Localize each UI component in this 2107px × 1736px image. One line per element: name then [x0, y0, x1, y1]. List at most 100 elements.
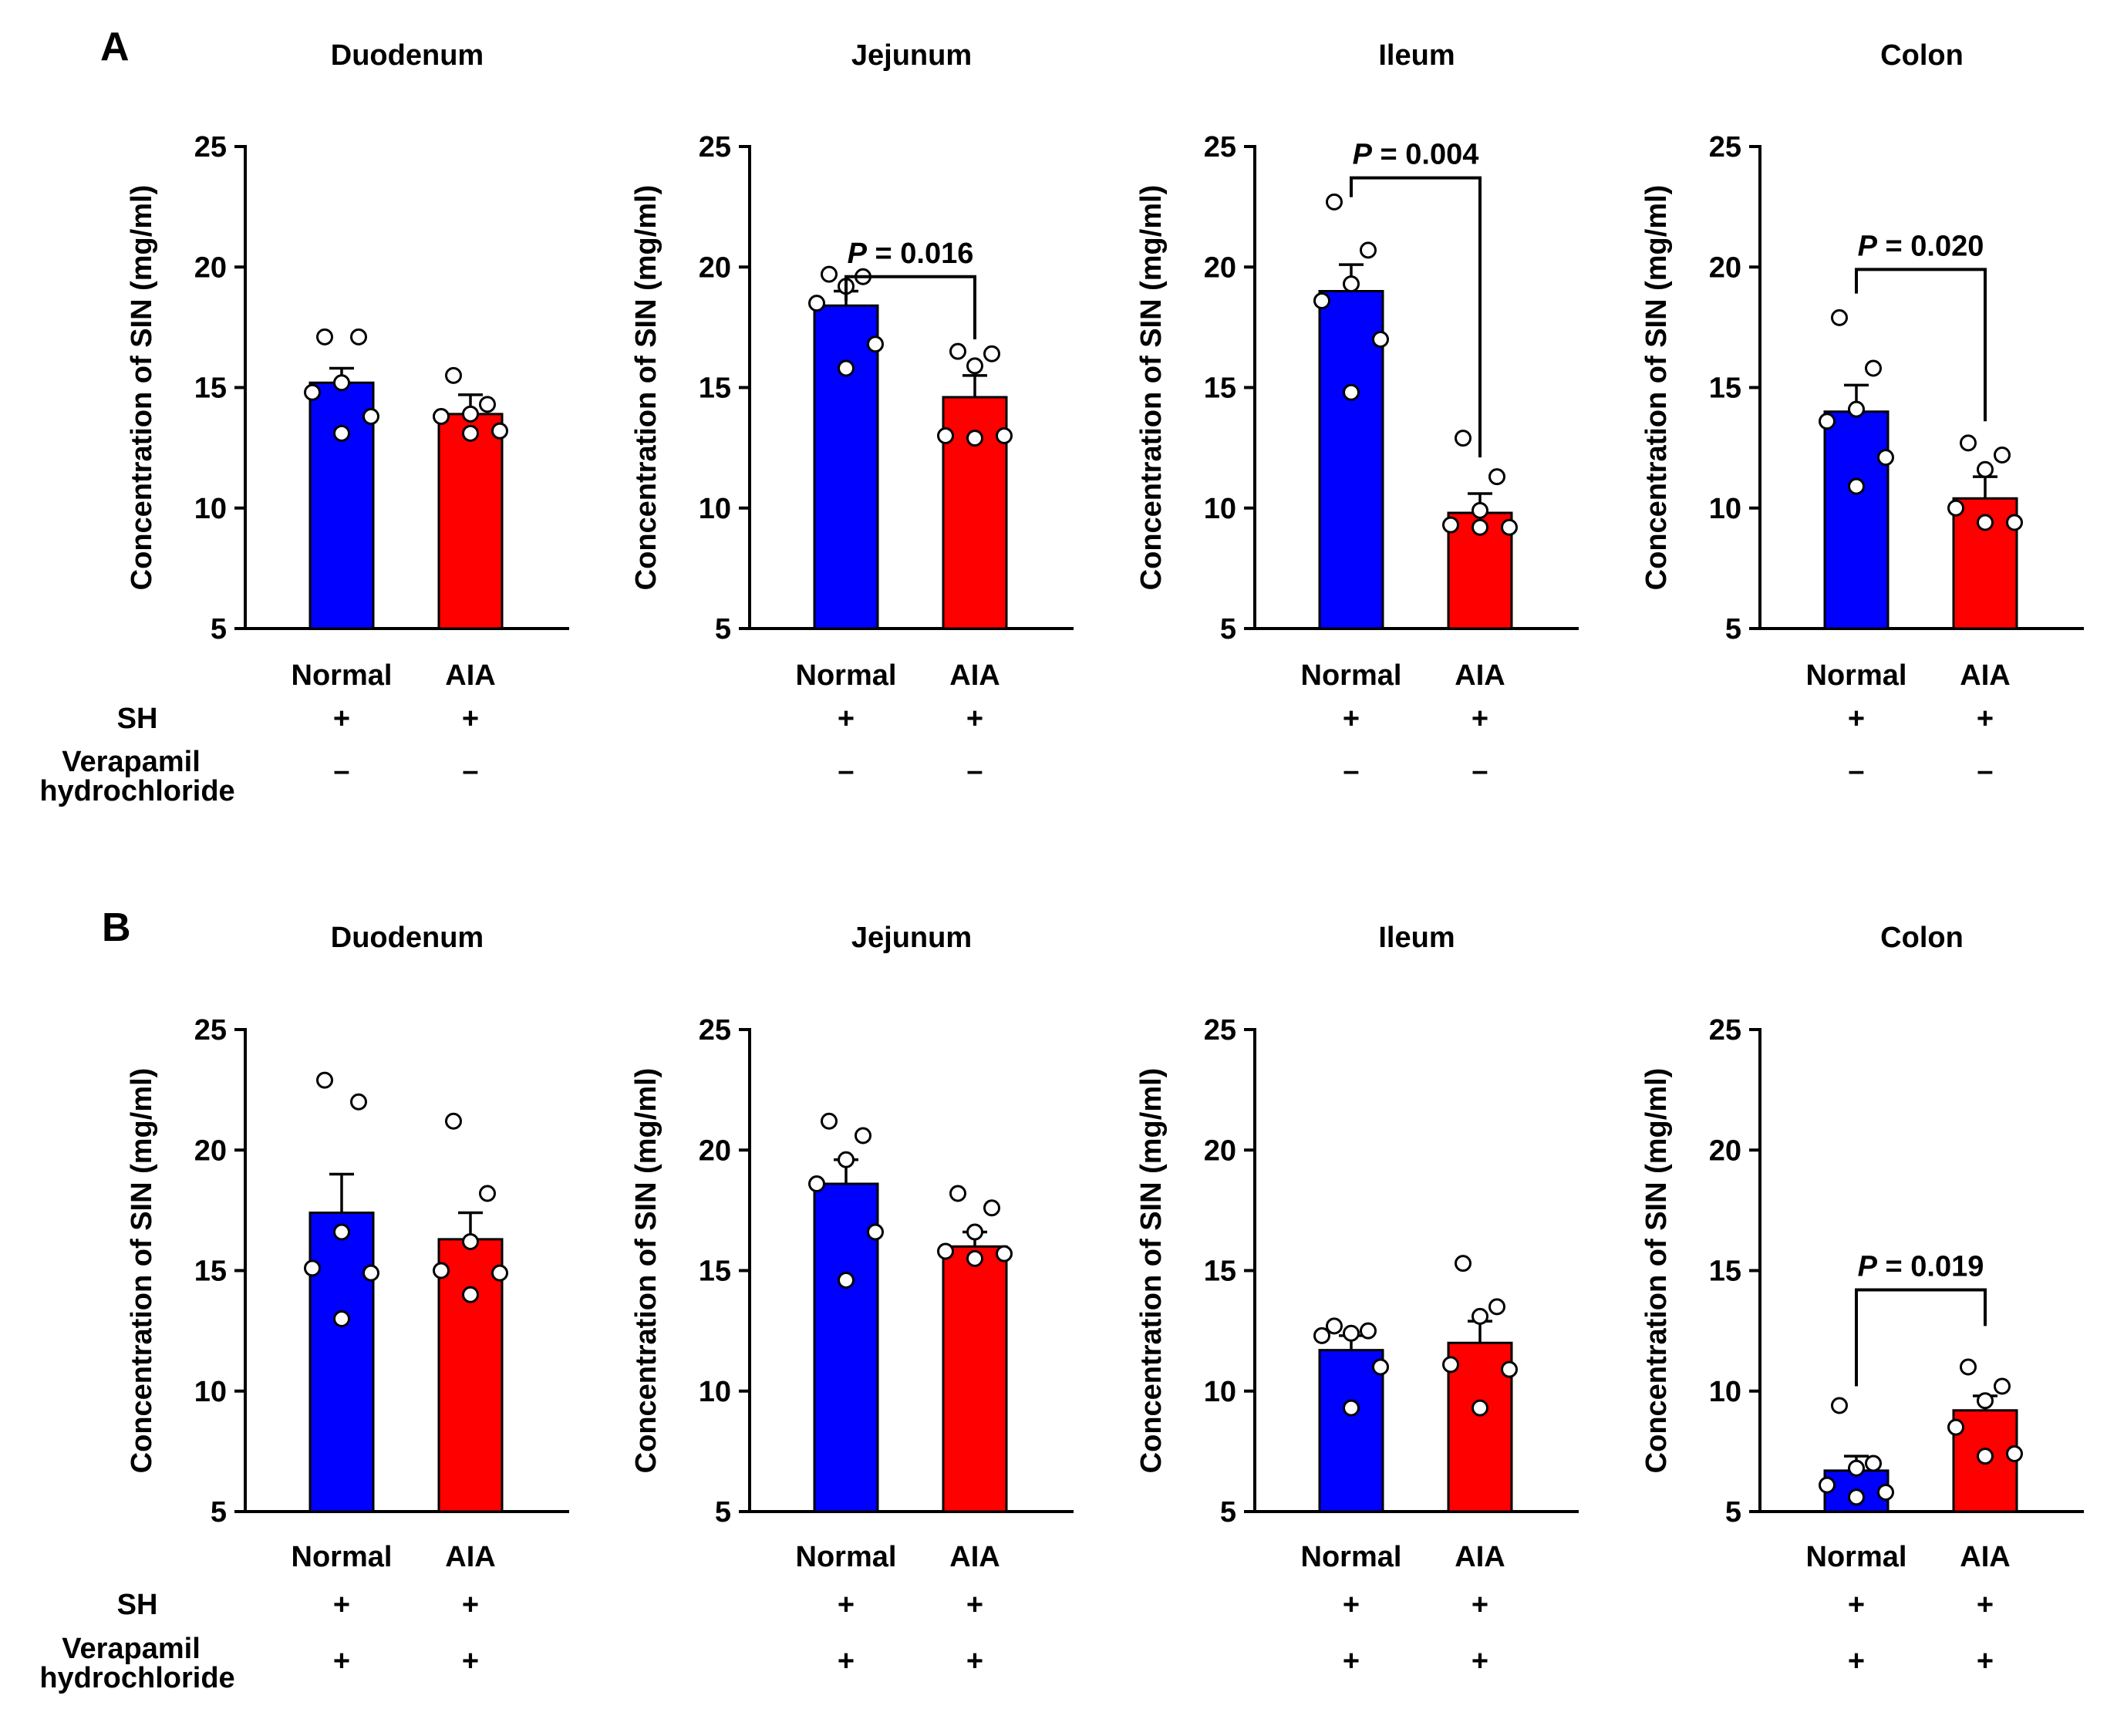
- sh-sign-aia: +: [462, 1589, 479, 1621]
- data-point-aia: [937, 1242, 954, 1260]
- chart-title: Duodenum: [331, 39, 484, 72]
- data-point-normal: [821, 1112, 838, 1130]
- y-axis-label: Concentration of SIN (mg/ml): [1135, 185, 1168, 591]
- y-axis-label: Concentration of SIN (mg/ml): [630, 1068, 662, 1474]
- y-tick-label: 25: [194, 131, 227, 163]
- data-point-normal: [1877, 1484, 1894, 1501]
- significance-bracket: [1855, 1288, 1987, 1387]
- p-value-text: = 0.016: [867, 238, 973, 270]
- chart-b-jejunum: Jejunum Concentration of SIN (mg/ml) 5 10 15…: [630, 922, 1074, 1677]
- data-point-aia: [491, 422, 508, 440]
- panel-label-b: B: [102, 905, 131, 950]
- data-point-aia: [433, 1262, 450, 1279]
- significance-bracket: [1350, 176, 1482, 458]
- verapamil-label-a-line2: hydrochloride: [39, 775, 234, 807]
- data-point-normal: [1848, 400, 1865, 418]
- y-axis-label: Concentration of SIN (mg/ml): [1640, 185, 1673, 591]
- data-point-aia: [996, 1245, 1013, 1262]
- chart-title: Ileum: [1378, 922, 1455, 954]
- x-tick-label-aia: AIA: [1960, 1541, 2010, 1573]
- y-tick-label: 10: [699, 1376, 731, 1408]
- data-point-normal: [1343, 1324, 1360, 1342]
- verapamil-sign-normal: –: [1848, 755, 1864, 787]
- data-point-normal: [821, 265, 838, 283]
- treatment-labels-a: SH Verapamil hydrochloride: [39, 703, 234, 807]
- bar-aia: [1447, 1341, 1513, 1513]
- data-point-normal: [1865, 1455, 1882, 1472]
- verapamil-sign-normal: –: [838, 755, 854, 787]
- verapamil-label-b-line1: Verapamil: [62, 1633, 201, 1665]
- verapamil-sign-aia: –: [1472, 755, 1488, 787]
- p-value-symbol: P: [848, 238, 868, 270]
- data-point-normal: [362, 1264, 379, 1282]
- y-tick-label: 20: [699, 1134, 731, 1167]
- data-point-aia: [937, 427, 954, 444]
- x-tick-label-normal: Normal: [1806, 659, 1907, 692]
- panel-label-a: A: [100, 25, 130, 69]
- sh-sign-aia: +: [462, 703, 479, 735]
- data-point-aia: [433, 408, 450, 425]
- verapamil-sign-aia: –: [462, 755, 478, 787]
- data-point-normal: [1819, 1476, 1836, 1494]
- y-tick-label: 10: [1204, 493, 1236, 525]
- chart-a-colon: Colon Concentration of SIN (mg/ml) 5 10 15 20…: [1640, 39, 2084, 787]
- data-point-aia: [1947, 499, 1964, 517]
- chart-b-colon: Colon Concentration of SIN (mg/ml) 5 10 15 20…: [1640, 922, 2084, 1677]
- data-point-aia: [2006, 514, 2023, 531]
- y-axis-label: Concentration of SIN (mg/ml): [1640, 1068, 1673, 1474]
- data-point-normal: [304, 383, 321, 401]
- data-point-aia: [1455, 430, 1472, 447]
- verapamil-sign-aia: –: [966, 755, 983, 787]
- y-tick-label: 15: [1709, 372, 1741, 405]
- bar-normal: [813, 304, 879, 630]
- data-point-normal: [1313, 1326, 1330, 1344]
- y-tick-label: 10: [194, 493, 227, 525]
- data-point-aia: [462, 405, 479, 423]
- data-point-aia: [1994, 1377, 2011, 1395]
- data-point-normal: [1343, 275, 1360, 293]
- y-tick-label: 10: [1204, 1376, 1236, 1408]
- verapamil-sign-normal: +: [838, 1645, 855, 1677]
- data-point-normal: [867, 335, 884, 353]
- data-point-normal: [1865, 359, 1882, 377]
- x-tick-label-normal: Normal: [292, 1541, 393, 1573]
- sh-sign-normal: +: [838, 703, 855, 735]
- chart-a-ileum: Ileum Concentration of SIN (mg/ml) 5 10 15 20…: [1135, 39, 1579, 787]
- data-point-aia: [479, 1185, 496, 1202]
- data-point-aia: [983, 345, 1000, 362]
- data-point-normal: [1360, 241, 1377, 259]
- bar-aia: [942, 1245, 1008, 1513]
- y-tick-label: 15: [1204, 1256, 1236, 1288]
- sh-sign-aia: +: [1977, 1589, 1994, 1621]
- sh-label-a: SH: [117, 703, 158, 735]
- data-point-normal: [350, 328, 367, 346]
- data-point-aia: [949, 342, 966, 360]
- data-point-aia: [445, 366, 462, 384]
- y-tick-label: 5: [715, 1496, 731, 1529]
- data-point-aia: [1977, 514, 1994, 531]
- p-value-label: P = 0.004: [1353, 139, 1479, 171]
- verapamil-sign-normal: –: [333, 755, 349, 787]
- data-point-normal: [838, 1272, 855, 1289]
- significance-bracket: [1855, 268, 1987, 422]
- chart-title: Ileum: [1378, 39, 1455, 72]
- data-point-normal: [1831, 308, 1848, 326]
- y-tick-label: 10: [194, 1376, 227, 1408]
- p-value-text: = 0.020: [1877, 230, 1984, 262]
- data-point-aia: [1472, 1307, 1488, 1325]
- y-tick-label: 10: [699, 493, 731, 525]
- data-point-normal: [350, 1093, 367, 1111]
- y-tick-label: 10: [1709, 1376, 1741, 1408]
- p-value-symbol: P: [1858, 1251, 1878, 1283]
- y-tick-label: 15: [194, 372, 227, 405]
- bar-aia: [437, 413, 504, 630]
- data-point-normal: [333, 1310, 350, 1327]
- data-point-aia: [479, 396, 496, 413]
- data-point-normal: [333, 374, 350, 392]
- y-tick-label: 15: [194, 1256, 227, 1288]
- y-tick-label: 5: [211, 613, 227, 646]
- p-value-symbol: P: [1858, 230, 1878, 262]
- y-tick-label: 25: [699, 131, 731, 163]
- sh-sign-aia: +: [966, 1589, 983, 1621]
- data-point-normal: [362, 408, 379, 425]
